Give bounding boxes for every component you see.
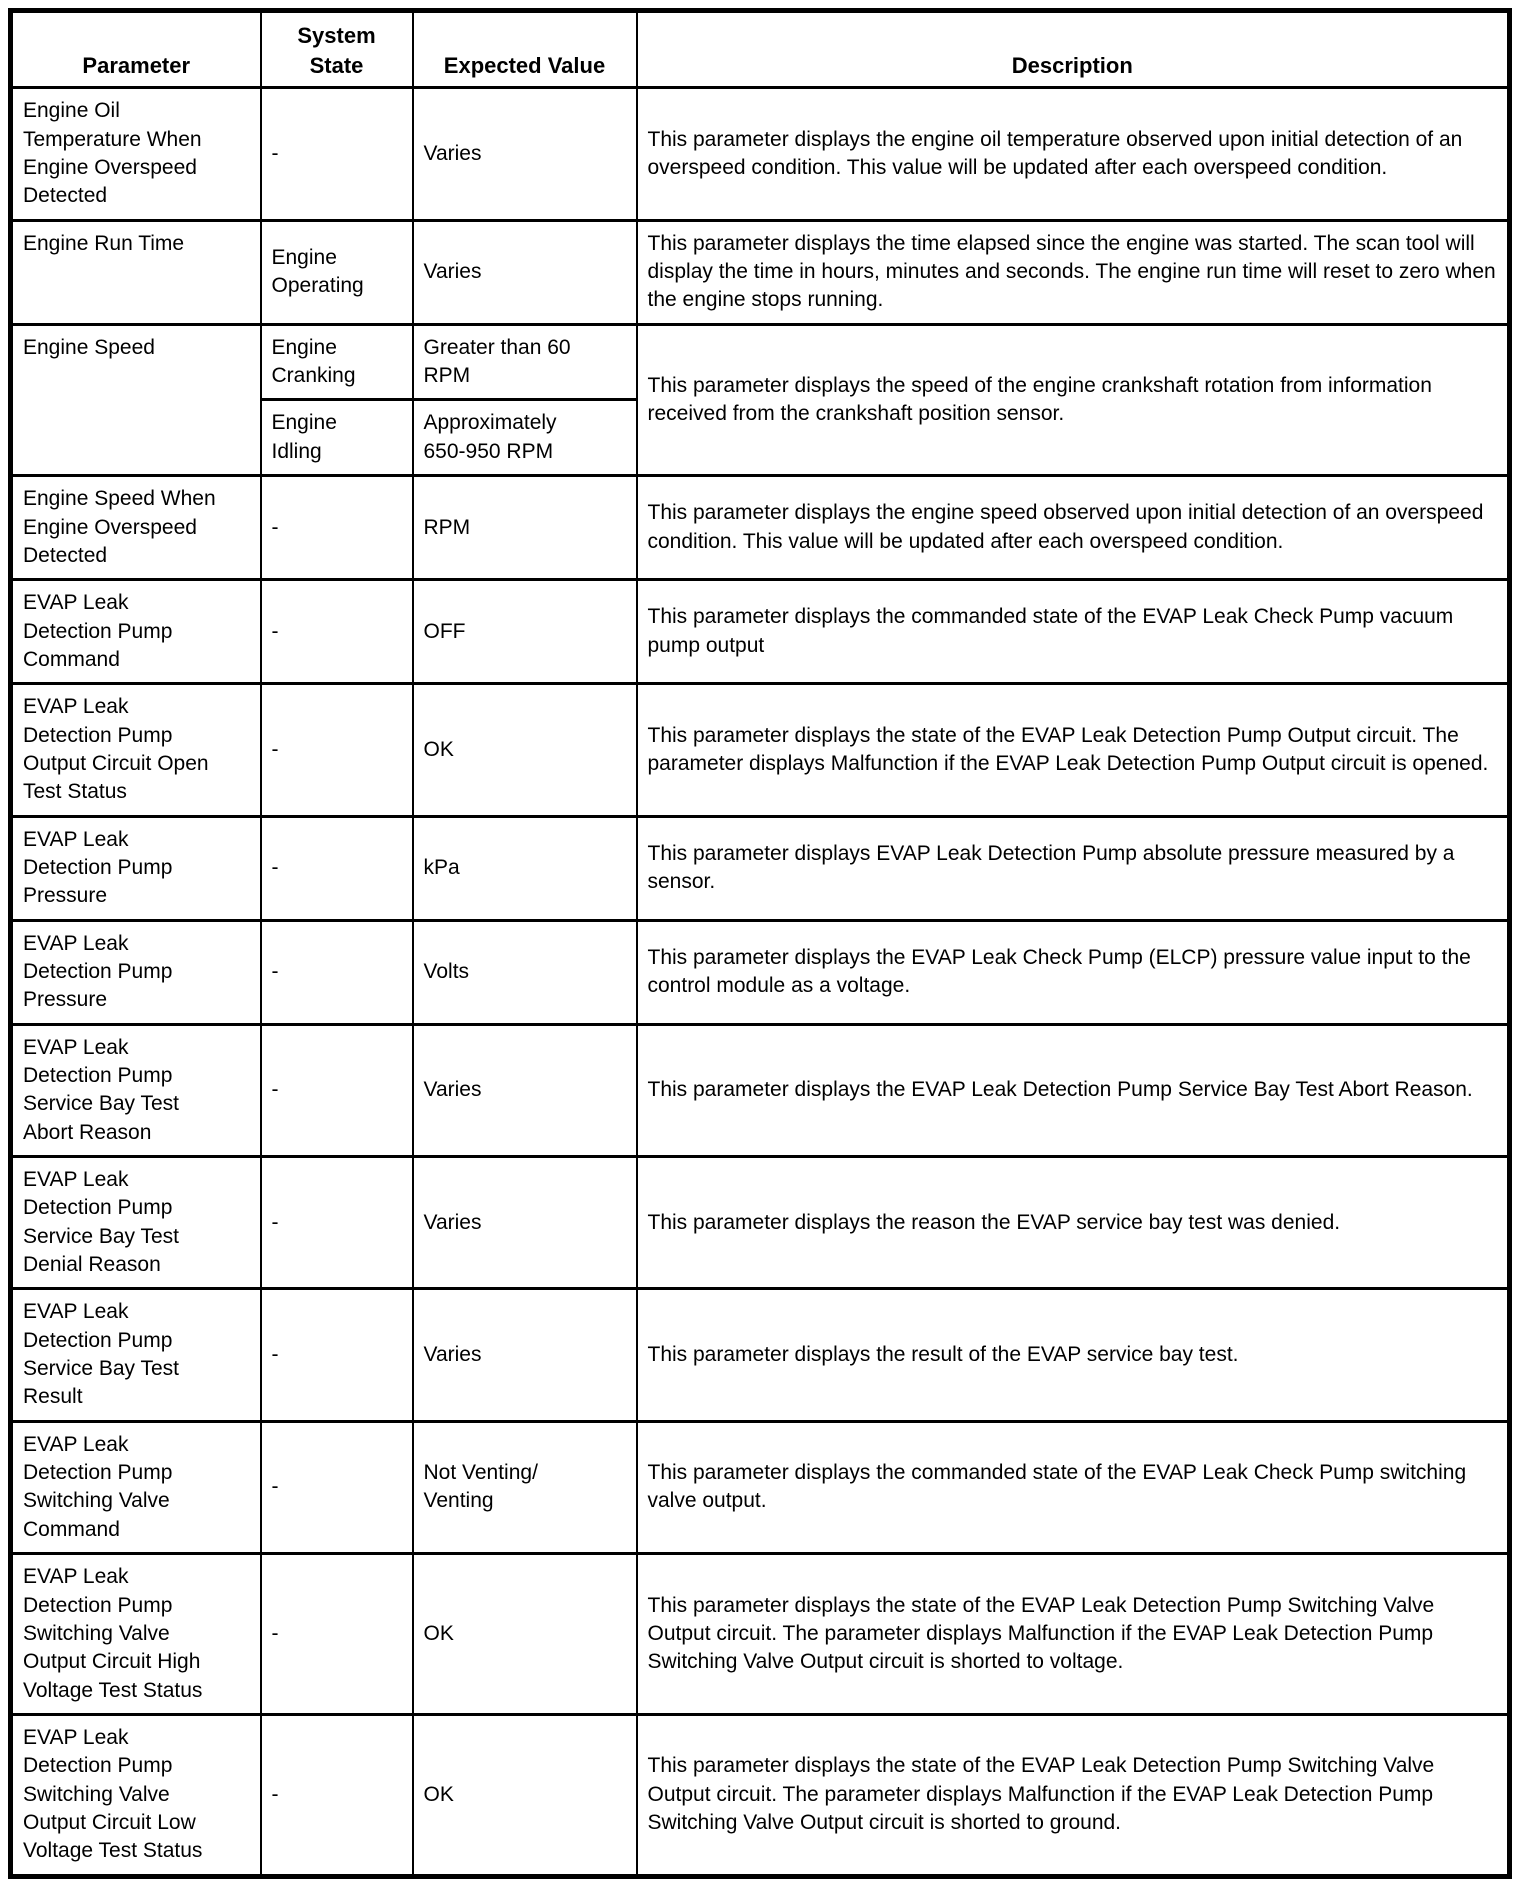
expected-value-cell: Not Venting/ Venting [411, 1419, 638, 1556]
header-parameter: Parameter [9, 8, 262, 90]
system-state-cell: Engine Cranking [259, 322, 414, 402]
description-cell: This parameter displays the EVAP Leak De… [635, 1022, 1511, 1159]
expected-value-cell: kPa [411, 814, 638, 922]
table-row: Engine Run Time Engine Operating Varies Thi… [9, 218, 1511, 326]
header-system-state: System State [259, 8, 414, 90]
parameter-cell: Engine Oil Temperature When Engine Overs… [9, 86, 262, 222]
system-state-cell: - [259, 86, 414, 222]
table-row: Engine Oil Temperature When Engine Overs… [9, 86, 1511, 222]
system-state-cell: Engine Operating [259, 218, 414, 326]
system-state-cell: - [259, 918, 414, 1026]
description-cell: This parameter displays the engine oil t… [635, 86, 1511, 222]
parameter-cell: EVAP Leak Detection Pump Switching Valve… [9, 1712, 262, 1878]
table-row: EVAP Leak Detection Pump Switching Valve… [9, 1552, 1511, 1716]
system-state-cell: - [259, 1712, 414, 1878]
header-expected-value: Expected Value [411, 8, 638, 90]
parameter-cell: EVAP Leak Detection Pump Service Bay Tes… [9, 1155, 262, 1291]
system-state-cell: - [259, 1155, 414, 1291]
expected-value-cell: Varies [411, 86, 638, 222]
parameter-cell: EVAP Leak Detection Pump Service Bay Tes… [9, 1287, 262, 1423]
expected-value-cell: OK [411, 682, 638, 818]
parameter-cell: EVAP Leak Detection Pump Switching Valve… [9, 1419, 262, 1556]
table-row: Engine Speed When Engine Overspeed Detec… [9, 474, 1511, 582]
expected-value-cell: Volts [411, 918, 638, 1026]
expected-value-cell: OK [411, 1552, 638, 1716]
description-cell: This parameter displays the commanded st… [635, 1419, 1511, 1556]
expected-value-cell: RPM [411, 474, 638, 582]
system-state-cell: - [259, 1022, 414, 1159]
parameter-cell: EVAP Leak Detection Pump Switching Valve… [9, 1552, 262, 1716]
system-state-cell: - [259, 1419, 414, 1556]
parameter-cell: EVAP Leak Detection Pump Output Circuit … [9, 682, 262, 818]
parameter-cell: EVAP Leak Detection Pump Pressure [9, 814, 262, 922]
description-cell: This parameter displays the commanded st… [635, 578, 1511, 686]
parameter-cell: Engine Speed [9, 322, 262, 478]
parameter-cell: Engine Run Time [9, 218, 262, 326]
system-state-cell: - [259, 1552, 414, 1716]
description-cell: This parameter displays the reason the E… [635, 1155, 1511, 1291]
description-cell: This parameter displays the state of the… [635, 1552, 1511, 1716]
parameter-cell: EVAP Leak Detection Pump Pressure [9, 918, 262, 1026]
table-row: EVAP Leak Detection Pump Service Bay Tes… [9, 1155, 1511, 1291]
header-description: Description [635, 8, 1511, 90]
description-cell: This parameter displays EVAP Leak Detect… [635, 814, 1511, 922]
parameter-table: Parameter System State Expected Value De… [8, 8, 1512, 1879]
table-row: EVAP Leak Detection Pump Command - OFF This… [9, 578, 1511, 686]
table-row: EVAP Leak Detection Pump Output Circuit … [9, 682, 1511, 818]
description-cell: This parameter displays the state of the… [635, 682, 1511, 818]
expected-value-cell: OK [411, 1712, 638, 1878]
system-state-cell: - [259, 1287, 414, 1423]
table-row: EVAP Leak Detection Pump Service Bay Tes… [9, 1022, 1511, 1159]
system-state-cell: Engine Idling [259, 398, 414, 478]
expected-value-cell: Varies [411, 1022, 638, 1159]
table-row: EVAP Leak Detection Pump Switching Valve… [9, 1419, 1511, 1556]
expected-value-cell: Varies [411, 1287, 638, 1423]
description-cell: This parameter displays the result of th… [635, 1287, 1511, 1423]
expected-value-cell: Approximately 650-950 RPM [411, 398, 638, 478]
parameter-cell: EVAP Leak Detection Pump Service Bay Tes… [9, 1022, 262, 1159]
system-state-cell: - [259, 682, 414, 818]
expected-value-cell: Greater than 60 RPM [411, 322, 638, 402]
description-cell: This parameter displays the state of the… [635, 1712, 1511, 1878]
description-cell: This parameter displays the speed of the… [635, 322, 1511, 478]
parameter-cell: Engine Speed When Engine Overspeed Detec… [9, 474, 262, 582]
expected-value-cell: Varies [411, 1155, 638, 1291]
description-cell: This parameter displays the engine speed… [635, 474, 1511, 582]
table-row: EVAP Leak Detection Pump Pressure - kPa Thi… [9, 814, 1511, 922]
system-state-cell: - [259, 578, 414, 686]
table-header-row: Parameter System State Expected Value De… [9, 8, 1511, 90]
table-subrow: Engine Idling Approximately 650-950 RPM [11, 398, 1510, 478]
expected-value-cell: Varies [411, 218, 638, 326]
description-cell: This parameter displays the EVAP Leak Ch… [635, 918, 1511, 1026]
table-row: EVAP Leak Detection Pump Switching Valve… [9, 1712, 1511, 1878]
table-row: EVAP Leak Detection Pump Pressure - Volts T… [9, 918, 1511, 1026]
parameter-cell: EVAP Leak Detection Pump Command [9, 578, 262, 686]
description-cell: This parameter displays the time elapsed… [635, 218, 1511, 326]
table-body: Engine Oil Temperature When Engine Overs… [9, 86, 1511, 1878]
table-row: Engine Speed Engine Cranking Greater than … [9, 322, 1511, 478]
system-state-cell: - [259, 474, 414, 582]
expected-value-cell: OFF [411, 578, 638, 686]
system-state-cell: - [259, 814, 414, 922]
table-row: EVAP Leak Detection Pump Service Bay Tes… [9, 1287, 1511, 1423]
